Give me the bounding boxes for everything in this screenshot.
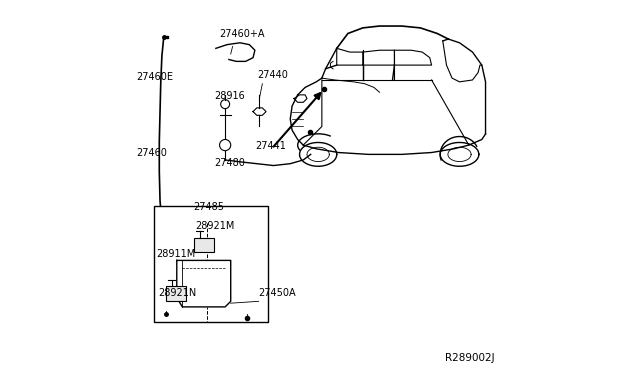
Bar (154, 206, 268, 322)
Text: 28916: 28916 (214, 90, 244, 100)
Text: 27440: 27440 (257, 70, 287, 80)
Bar (166, 286, 186, 301)
Text: 27485: 27485 (193, 202, 225, 212)
Text: 28911M: 28911M (156, 248, 196, 259)
Text: 27460: 27460 (136, 148, 167, 158)
Text: R289002J: R289002J (445, 353, 495, 363)
Text: 28921M: 28921M (195, 221, 235, 231)
Text: 27441: 27441 (255, 141, 286, 151)
Text: 27450A: 27450A (259, 288, 296, 298)
Text: 27480: 27480 (214, 157, 245, 167)
Polygon shape (177, 260, 231, 307)
Text: 28921N: 28921N (158, 288, 196, 298)
Text: 27460+A: 27460+A (220, 29, 265, 39)
Text: 27460E: 27460E (136, 72, 173, 82)
Bar (193, 238, 214, 252)
